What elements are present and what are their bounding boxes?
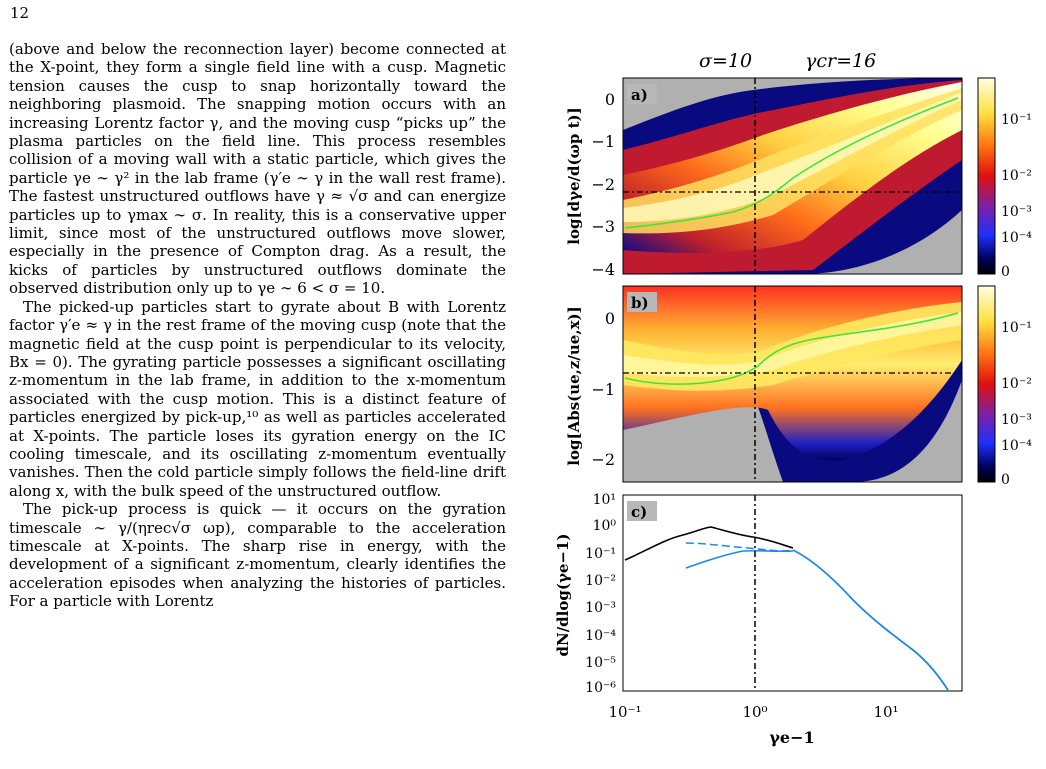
panel-a-ytick: 0 [605,90,615,109]
panel-c-ytick: 10⁰ [593,518,617,534]
figure: σ=10 γcr=16 a) 0 −1 −2 −3 −4 log[dγe/d(ω… [553,40,1046,769]
panel-c-ytick: 10⁻³ [585,600,616,616]
colorbar-b-tick: 0 [1001,472,1010,488]
x-tick: 10¹ [873,703,898,721]
figure-title-sigma: σ=10 [699,50,752,72]
panel-c-ytick: 10⁻⁴ [585,628,616,644]
colorbar-b-tick: 10⁻¹ [1001,320,1032,336]
panel-b-ytick: −1 [591,380,615,399]
x-tick: 10⁰ [742,703,767,721]
colorbar-a-tick: 10⁻¹ [1001,112,1032,128]
colorbar-b-tick: 10⁻² [1001,376,1032,392]
panel-a-ytick: −2 [591,175,615,194]
panel-a-ytick: −4 [591,260,615,279]
panel-c-ytick: 10¹ [593,492,616,508]
panel-b: b) 0 −1 −2 log[Abs(ue,z/ue,x)] [565,285,963,483]
panel-c: c) 10¹ 10⁰ 10⁻¹ 10⁻² 10⁻³ 10⁻⁴ 10⁻⁵ 10⁻⁶… [554,492,963,747]
colorbar-a-tick: 10⁻³ [1001,204,1032,220]
panel-c-ylabel: dN/dlog(γe−1) [554,533,572,656]
panel-c-ytick: 10⁻¹ [585,546,616,562]
panel-c-ytick: 10⁻² [585,573,616,589]
x-tick: 10⁻¹ [608,703,641,721]
panel-a-ytick: −1 [591,132,615,151]
paragraph-3: The pick-up process is quick — it occurs… [9,500,506,611]
body-text-column: (above and below the reconnection layer)… [9,40,506,769]
panel-a-label: a) [631,86,648,104]
colorbar-b-tick: 10⁻⁴ [1001,438,1032,454]
colorbar-b [977,285,996,483]
colorbar-a-tick: 0 [1001,264,1010,280]
colorbar-b-tick: 10⁻³ [1001,412,1032,428]
x-axis-label: γe−1 [769,728,814,747]
colorbar-labels: 10⁻¹ 10⁻² 10⁻³ 10⁻⁴ 0 10⁻¹ 10⁻² 10⁻³ 10⁻… [1001,112,1032,488]
colorbar-a-tick: 10⁻⁴ [1001,230,1032,246]
panel-b-ytick: 0 [605,309,615,328]
colorbar-a [977,77,996,275]
panel-a-ylabel: log[dγe/d(ωp t)] [565,107,583,244]
panel-c-ytick: 10⁻⁶ [585,680,616,696]
panel-b-ytick: −2 [591,450,615,469]
page-number: 12 [10,4,30,22]
paragraph-2: The picked-up particles start to gyrate … [9,297,506,500]
panel-a-ytick: −3 [591,217,615,236]
panel-a: a) 0 −1 −2 −3 −4 log[dγe/d(ωp t)] [565,77,963,279]
colorbar-a-tick: 10⁻² [1001,168,1032,184]
panel-c-ytick: 10⁻⁵ [585,655,616,671]
panel-b-label: b) [631,294,649,312]
paragraph-1: (above and below the reconnection layer)… [9,40,506,298]
panel-b-ylabel: log[Abs(ue,z/ue,x)] [565,306,583,465]
panel-c-label: c) [631,503,647,521]
figure-title-gamma-cr: γcr=16 [805,50,876,72]
